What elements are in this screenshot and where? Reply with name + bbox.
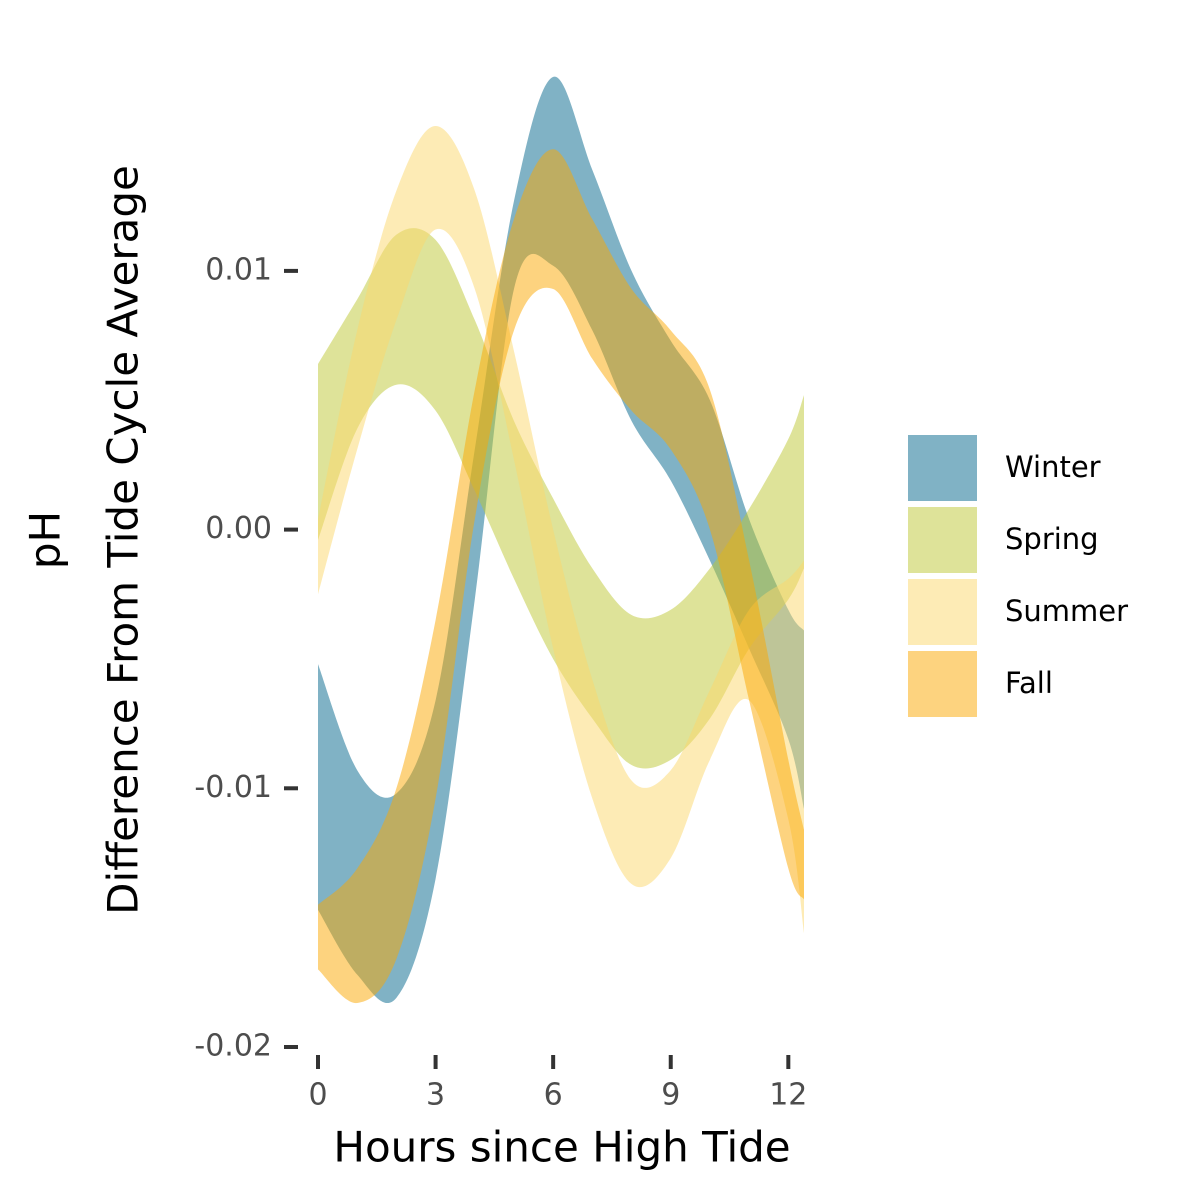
legend-swatch — [908, 579, 977, 645]
y-tick-label: -0.01 — [194, 770, 272, 805]
x-tick-label: 6 — [544, 1078, 563, 1113]
ribbon — [318, 228, 804, 769]
y-axis-title: Difference From Tide Cycle Average — [99, 165, 148, 915]
x-tick-label: 0 — [308, 1078, 327, 1113]
legend-label: Winter — [1005, 450, 1101, 484]
x-tick-label: 9 — [661, 1078, 680, 1113]
x-tick-label: 3 — [426, 1078, 445, 1113]
y-tick-label: 0.00 — [205, 511, 272, 546]
x-axis-title: Hours since High Tide — [333, 1123, 790, 1172]
y-tick-label: 0.01 — [205, 252, 272, 287]
legend-swatch — [908, 435, 977, 501]
legend-swatch — [908, 507, 977, 573]
ribbon — [318, 149, 804, 1004]
x-tick-label: 12 — [769, 1078, 807, 1113]
legend-label: Fall — [1005, 666, 1053, 700]
legend-swatch — [908, 651, 977, 717]
y-tick-label: -0.02 — [194, 1029, 272, 1064]
legend-label: Spring — [1005, 522, 1099, 556]
y-axis-title: pH — [21, 511, 70, 569]
legend-label: Summer — [1005, 594, 1128, 628]
